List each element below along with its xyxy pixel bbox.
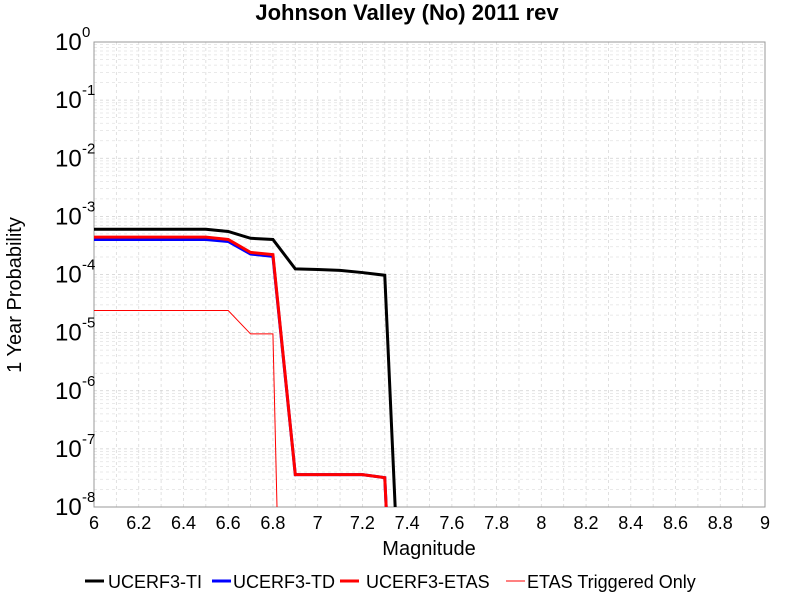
y-tick-exponent: -8 <box>82 489 95 506</box>
x-tick-label: 6.8 <box>260 513 285 533</box>
y-tick-exponent: -6 <box>82 373 95 390</box>
series-line <box>94 227 397 507</box>
y-tick-base: 10 <box>55 494 82 521</box>
x-tick-label: 6.4 <box>171 513 196 533</box>
y-tick-base: 10 <box>55 87 82 114</box>
legend-label: UCERF3-ETAS <box>366 572 490 592</box>
x-tick-label: 7.4 <box>395 513 420 533</box>
y-tick-base: 10 <box>55 320 82 347</box>
y-tick-exponent: -2 <box>82 140 95 157</box>
legend-label: UCERF3-TD <box>233 572 335 592</box>
x-tick-label: 6.2 <box>126 513 151 533</box>
x-tick-label: 8 <box>536 513 546 533</box>
x-tick-label: 8.6 <box>663 513 688 533</box>
y-tick-base: 10 <box>55 436 82 463</box>
y-tick-exponent: -4 <box>82 257 95 274</box>
y-tick-base: 10 <box>55 378 82 405</box>
y-tick-exponent: -1 <box>82 82 95 99</box>
y-axis-label: 1 Year Probability <box>4 217 26 373</box>
x-tick-labels: 6 6.2 6.4 6.6 6.8 7 7.2 7.4 7.6 7.8 8 8.2 8.4 8.6 8.8 9 <box>89 513 770 533</box>
series-layer <box>94 227 397 507</box>
series-line <box>94 235 388 507</box>
x-tick-label: 7 <box>313 513 323 533</box>
x-tick-label: 7.2 <box>350 513 375 533</box>
x-tick-label: 6.6 <box>216 513 241 533</box>
x-tick-label: 9 <box>760 513 770 533</box>
legend-item: UCERF3-TI <box>85 572 202 592</box>
x-axis-label: Magnitude <box>382 538 475 560</box>
y-tick-base: 10 <box>55 203 82 230</box>
legend-label: ETAS Triggered Only <box>527 572 696 592</box>
x-tick-label: 7.8 <box>484 513 509 533</box>
x-tick-label: 7.6 <box>439 513 464 533</box>
y-tick-label: 10 -4 <box>55 257 95 289</box>
x-tick-label: 8.8 <box>708 513 733 533</box>
y-tick-exponent: 0 <box>82 24 90 41</box>
plot-border <box>93 41 766 508</box>
legend-item: ETAS Triggered Only <box>506 572 696 592</box>
y-tick-exponent: -5 <box>82 315 95 332</box>
y-tick-label: 10 -3 <box>55 198 95 230</box>
y-tick-base: 10 <box>55 29 82 56</box>
y-tick-base: 10 <box>55 145 82 172</box>
y-tick-label: 10 -5 <box>55 315 95 347</box>
series-line <box>94 310 278 507</box>
y-tick-label: 10 -6 <box>55 373 95 405</box>
legend-item: UCERF3-TD <box>212 572 335 592</box>
x-tick-label: 6 <box>89 513 99 533</box>
grid <box>93 42 766 508</box>
y-tick-label: 10 0 <box>55 24 90 56</box>
legend: UCERF3-TI UCERF3-TD UCERF3-ETAS ETAS Trigge… <box>85 572 696 592</box>
y-tick-exponent: -3 <box>82 198 95 215</box>
legend-label: UCERF3-TI <box>108 572 202 592</box>
chart-title: Johnson Valley (No) 2011 rev <box>255 0 559 25</box>
x-tick-label: 8.2 <box>574 513 599 533</box>
x-tick-label: 8.4 <box>618 513 643 533</box>
y-tick-base: 10 <box>55 262 82 289</box>
y-tick-label: 10 -8 <box>55 489 95 521</box>
legend-item: UCERF3-ETAS <box>340 572 490 592</box>
y-tick-exponent: -7 <box>82 431 95 448</box>
y-tick-label: 10 -1 <box>55 82 95 114</box>
y-tick-label: 10 -7 <box>55 431 95 463</box>
y-tick-label: 10 -2 <box>55 140 95 172</box>
